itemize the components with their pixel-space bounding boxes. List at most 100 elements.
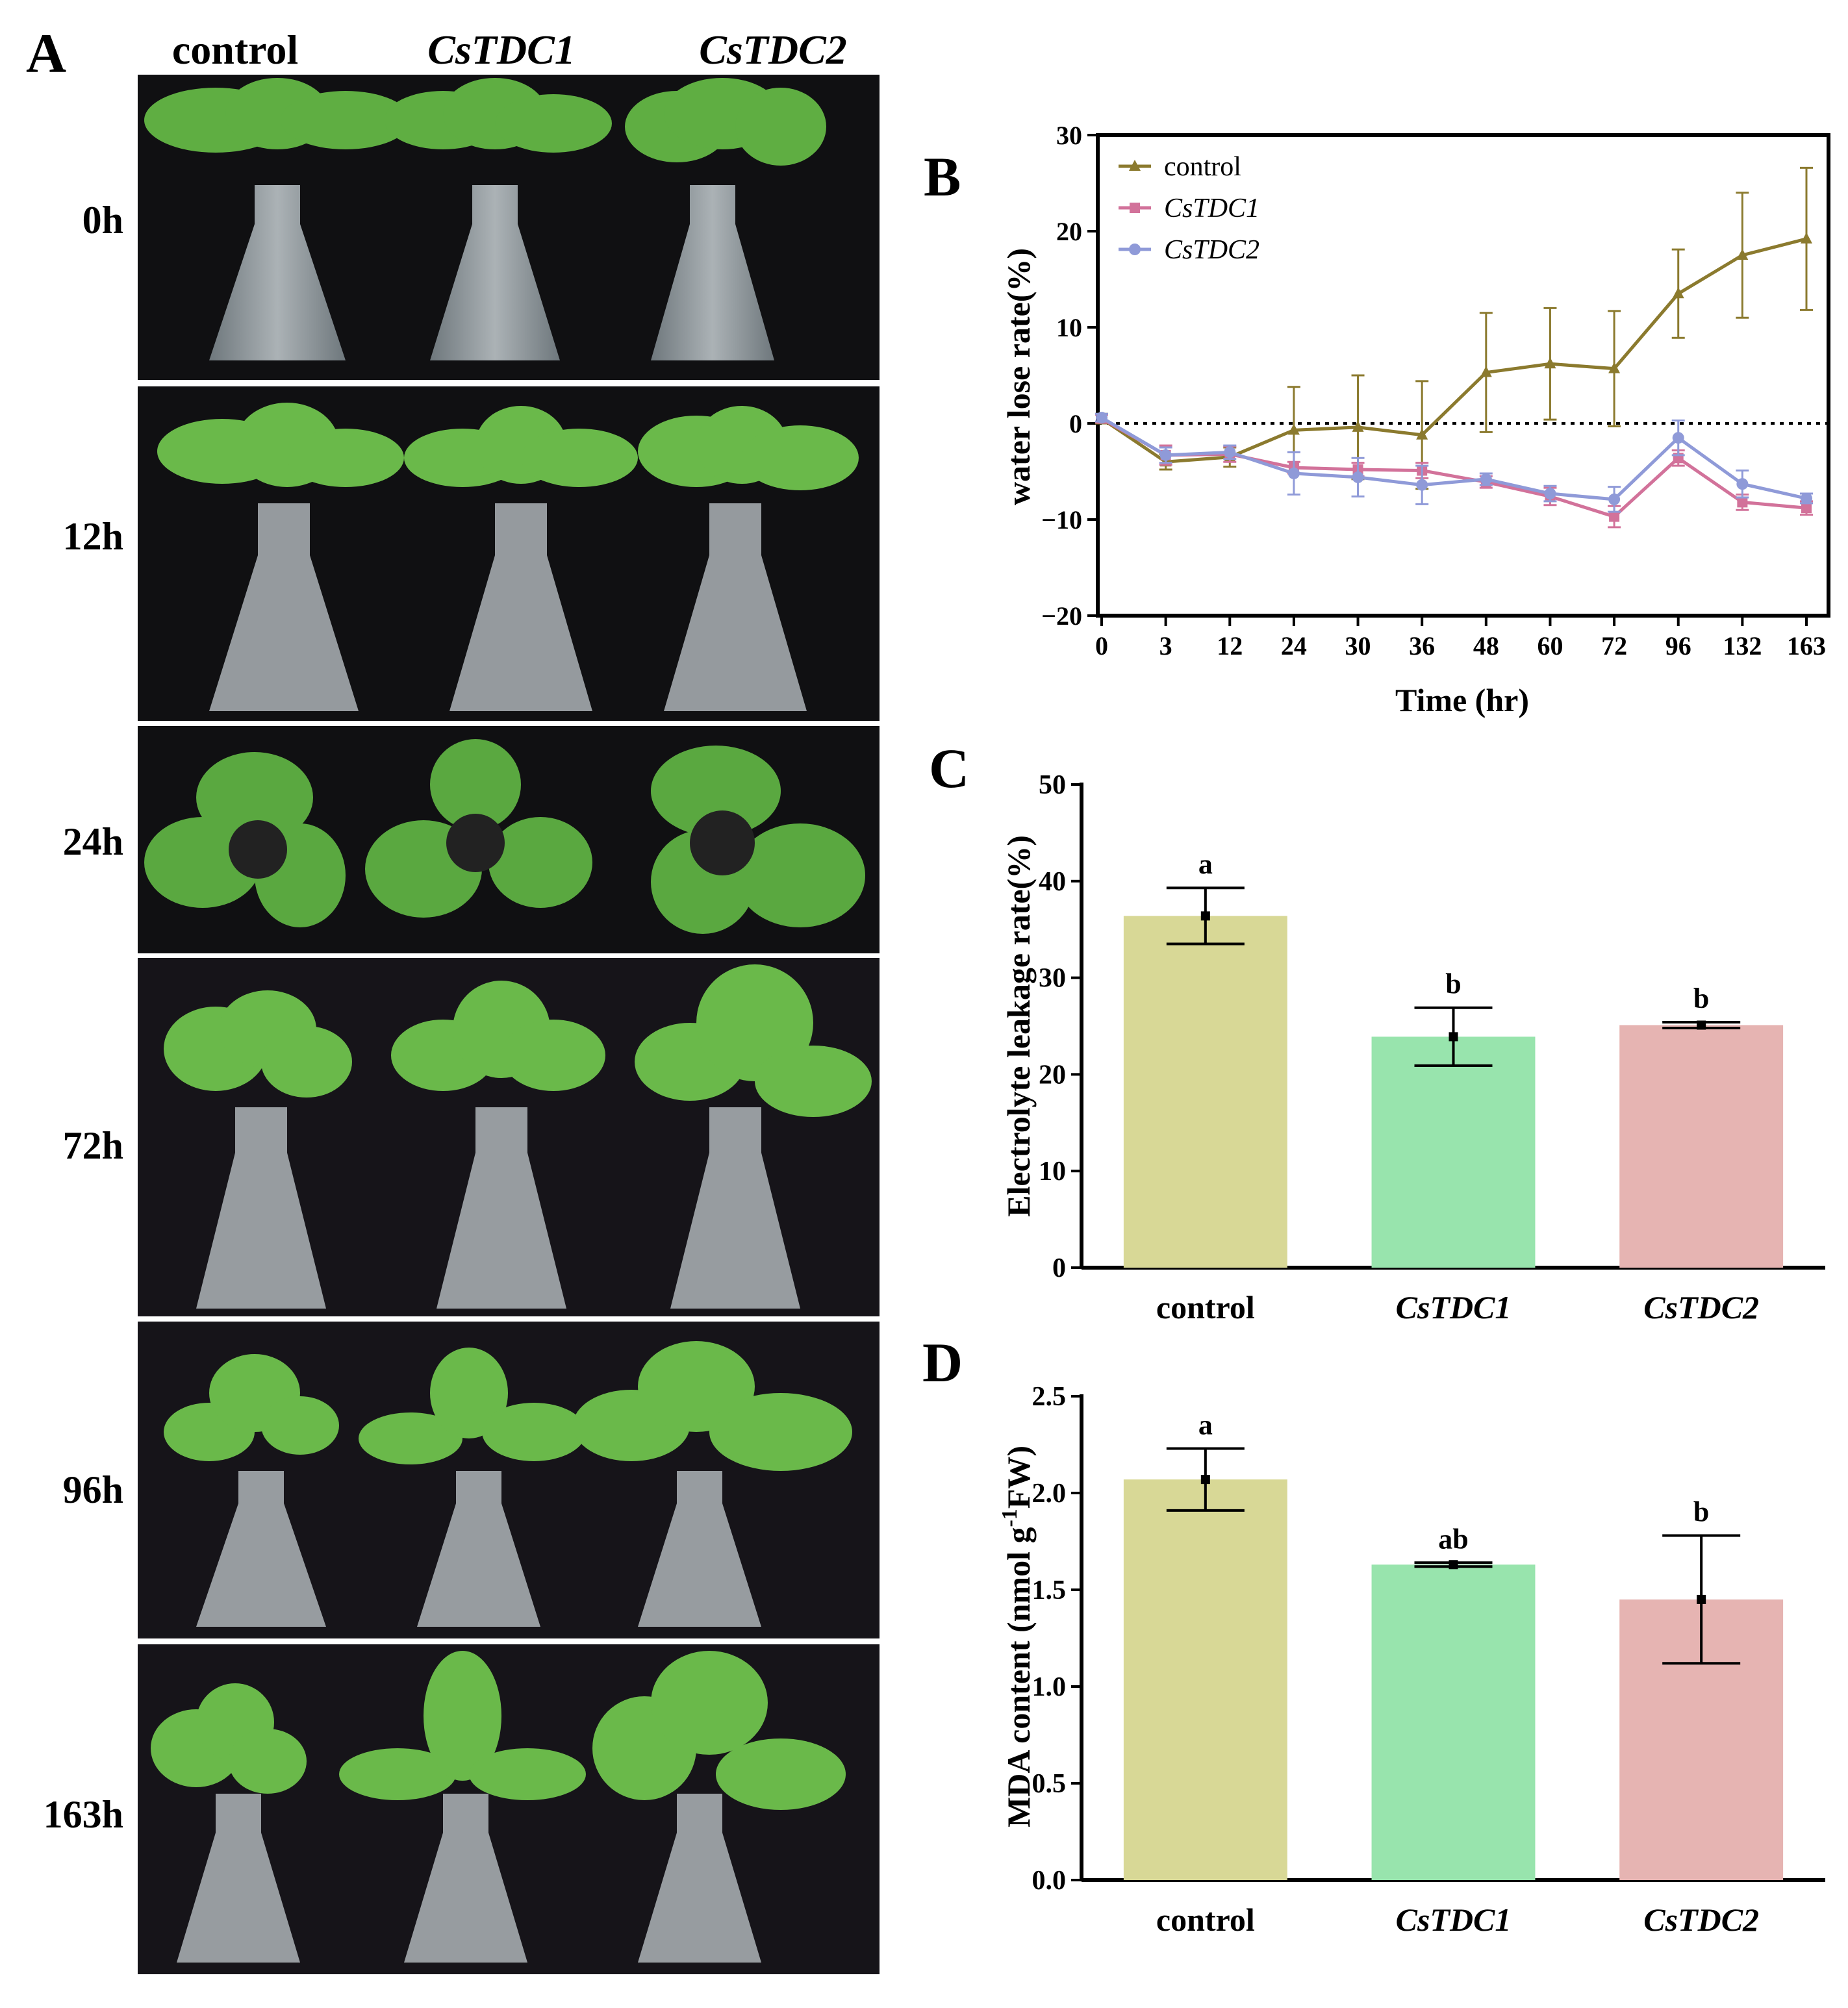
chart-b-point [1673, 453, 1684, 464]
chart-d-y-tick-label: 1.0 [1032, 1672, 1067, 1702]
plant-flask-illustration [151, 1651, 846, 1963]
chart-d-bar [1619, 1599, 1784, 1880]
chart-b-point [1287, 423, 1300, 435]
chart-c-y-axis-label: Electrolyte leakage rate(%) [1000, 835, 1037, 1217]
chart-b-frame [1096, 133, 1830, 618]
chart-b-x-tick-label: 60 [1537, 631, 1563, 660]
chart-b-legend-marker [1129, 244, 1141, 255]
chart-c-significance-letter: a [1198, 848, 1213, 880]
row-label-0h: 0h [82, 199, 123, 242]
chart-b-point [1416, 479, 1428, 491]
chart-d-x-tick-label: CsTDC1 [1396, 1901, 1512, 1938]
chart-b-point [1224, 446, 1236, 458]
chart-d-y-axis-label-suffix: FW) [1000, 1446, 1037, 1509]
chart-b-legend-label-control: control [1164, 152, 1241, 182]
chart-b-point [1737, 497, 1748, 508]
chart-b-x-tick-label: 72 [1601, 631, 1627, 660]
row-label-96h: 96h [62, 1468, 123, 1511]
chart-b-line-cstdc1 [1100, 417, 1807, 519]
chart-b-series-control [1095, 166, 1813, 490]
chart-b-point [1096, 413, 1107, 424]
chart-c-significance-letter: b [1693, 983, 1709, 1014]
chart-d-significance-letter: ab [1438, 1523, 1468, 1555]
chart-d-y-axis-label-prefix: MDA content (nmol g [1000, 1527, 1037, 1827]
chart-b-series-cstdc1 [1095, 413, 1813, 529]
chart-b-y-tick-label: 10 [1056, 313, 1082, 342]
chart-c-y-tick-label: 50 [1039, 770, 1066, 800]
chart-c-y-tick-label: 10 [1039, 1157, 1066, 1186]
chart-b-y-tick-label: −10 [1041, 505, 1082, 534]
chart-b-point [1159, 455, 1172, 467]
chart-b-point [1159, 449, 1172, 461]
panel-letter-b: B [924, 145, 961, 208]
chart-b-x-tick-label: 24 [1281, 631, 1307, 660]
chart-b-point [1160, 449, 1171, 460]
chart-d-significance-letter: a [1198, 1409, 1213, 1440]
chart-b-y-tick-label: 30 [1056, 121, 1082, 150]
chart-b-point [1224, 449, 1235, 460]
chart-d-mean-marker [1697, 1594, 1706, 1604]
chart-b-legend-marker [1130, 203, 1140, 213]
plant-top-view-illustration [144, 739, 865, 934]
chart-b-point [1801, 503, 1812, 514]
photo-0h [138, 75, 880, 380]
column-heading-cstdc2: CsTDC2 [699, 27, 847, 73]
chart-b-point [1545, 491, 1556, 502]
chart-c-y-tick-label: 30 [1039, 964, 1066, 994]
chart-c-y-tick-label: 20 [1039, 1060, 1066, 1090]
chart-b-point [1352, 471, 1364, 483]
chart-b-point [1224, 450, 1236, 462]
chart-d-bar [1371, 1564, 1536, 1880]
photo-72h [138, 958, 880, 1316]
chart-b-x-tick-label: 36 [1409, 631, 1435, 660]
chart-c-mean-marker [1449, 1032, 1458, 1042]
chart-c-x-tick-label: control [1156, 1289, 1255, 1325]
chart-c-y-tick-label: 40 [1039, 867, 1066, 897]
chart-b-x-tick-label: 163 [1787, 631, 1826, 660]
chart-b-y-tick-label: −20 [1041, 601, 1082, 631]
chart-b-point [1288, 462, 1299, 473]
chart-d-mean-marker [1449, 1560, 1458, 1570]
chart-b-y-tick-label: 0 [1069, 409, 1082, 438]
chart-d-y-tick-label: 0.0 [1032, 1866, 1067, 1896]
chart-b-point [1480, 366, 1492, 377]
chart-c-bar [1371, 1036, 1536, 1268]
chart-b-point [1609, 511, 1620, 522]
chart-b-x-tick-label: 96 [1665, 631, 1691, 660]
chart-d-x-tick-label: CsTDC2 [1643, 1901, 1759, 1938]
chart-b-x-tick-label: 30 [1345, 631, 1371, 660]
plant-flask-illustration [144, 78, 826, 360]
chart-b-point [1416, 428, 1428, 440]
panel-letter-d: D [922, 1331, 963, 1394]
column-heading-cstdc1: CsTDC1 [427, 27, 576, 73]
chart-d-y-tick-label: 1.5 [1032, 1575, 1067, 1605]
chart-b-x-tick-label: 3 [1159, 631, 1172, 660]
panel-letter-c: C [929, 737, 970, 799]
chart-c-x-tick-label: CsTDC1 [1396, 1289, 1512, 1325]
column-heading-control: control [171, 27, 299, 73]
chart-d-mean-marker [1200, 1475, 1210, 1485]
chart-b-point [1801, 232, 1812, 244]
chart-b-point [1352, 464, 1363, 475]
chart-b-x-axis-label: Time (hr) [1395, 682, 1529, 718]
chart-b-legend-marker [1129, 160, 1141, 171]
chart-b-series-cstdc2 [1095, 412, 1813, 513]
chart-b-x-tick-label: 12 [1217, 631, 1243, 660]
plant-flask-illustration [157, 403, 859, 711]
chart-b-line-cstdc2 [1100, 416, 1807, 501]
chart-d-y-axis-label-sup: -1 [998, 1509, 1022, 1527]
chart-c-bar [1619, 1025, 1784, 1268]
chart-b-point [1096, 412, 1108, 424]
chart-c-bar [1123, 916, 1287, 1268]
chart-c-y-tick-label: 0 [1052, 1253, 1066, 1283]
chart-b-legend-label-cstdc1: CsTDC1 [1164, 194, 1259, 223]
chart-d-y-tick-label: 0.5 [1032, 1769, 1067, 1799]
chart-b-point [1287, 467, 1300, 479]
plant-flask-illustration [164, 964, 872, 1309]
chart-b-point [1608, 362, 1621, 373]
chart-b-point [1544, 357, 1556, 369]
panel-letter-a: A [26, 22, 67, 84]
plant-flask-illustration [164, 1341, 852, 1627]
chart-b-point [1096, 412, 1108, 423]
row-label-24h: 24h [62, 820, 123, 863]
